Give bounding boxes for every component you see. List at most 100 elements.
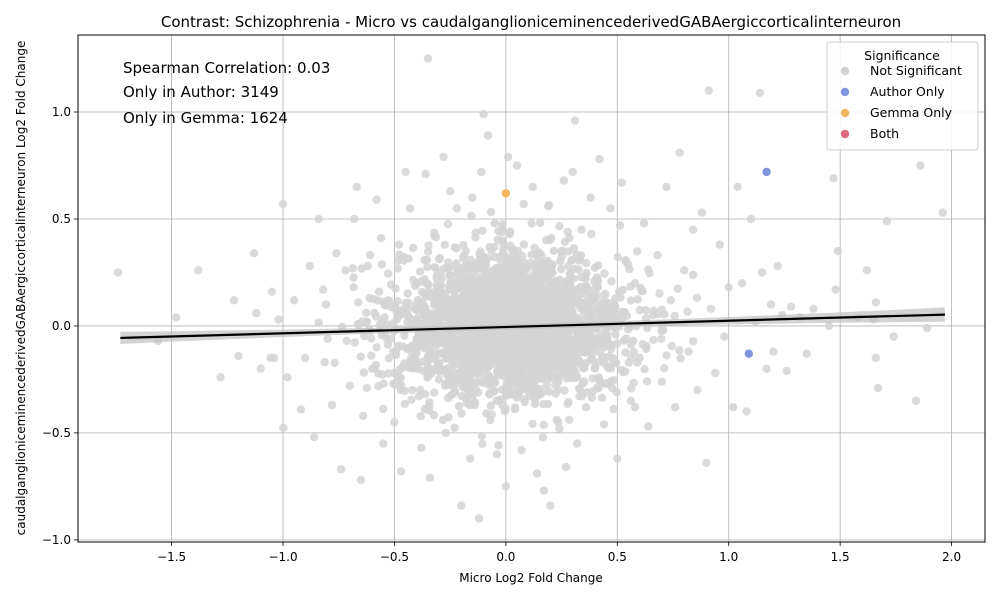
cloud-point <box>588 355 597 364</box>
cloud-point <box>607 277 616 286</box>
not-significant-point <box>332 249 341 258</box>
cloud-point <box>655 289 664 298</box>
cloud-point <box>551 381 560 390</box>
cloud-point <box>510 268 519 277</box>
cloud-point <box>494 441 503 450</box>
not-significant-point <box>113 268 123 277</box>
not-significant-point <box>662 182 671 192</box>
cloud-point <box>582 388 592 397</box>
cloud-point <box>372 343 381 352</box>
cloud-point <box>519 352 528 361</box>
cloud-point <box>626 296 636 305</box>
not-significant-point <box>425 473 435 482</box>
not-significant-point <box>617 178 626 187</box>
cloud-point <box>660 364 669 373</box>
cloud-point <box>593 291 602 300</box>
cloud-point <box>427 292 437 302</box>
not-significant-point <box>539 486 548 495</box>
cloud-point <box>382 320 392 329</box>
cloud-point <box>520 281 530 290</box>
cloud-point <box>472 272 482 282</box>
not-significant-point <box>782 366 791 376</box>
not-significant-point <box>564 261 573 271</box>
not-significant-point <box>430 231 439 241</box>
cloud-point <box>583 298 593 308</box>
not-significant-point <box>706 304 716 313</box>
cloud-point <box>563 348 572 357</box>
not-significant-point <box>363 261 372 271</box>
not-significant-point <box>666 296 675 305</box>
statistics-annotations: Spearman Correlation: 0.03 Only in Autho… <box>123 59 330 127</box>
cloud-point <box>373 296 383 305</box>
not-significant-point <box>675 148 684 157</box>
cloud-point <box>487 271 496 281</box>
cloud-point <box>601 290 610 299</box>
cloud-point <box>419 338 429 347</box>
not-significant-point <box>379 439 388 448</box>
legend-marker <box>840 66 850 76</box>
not-significant-point <box>613 454 622 463</box>
not-significant-point <box>746 214 756 224</box>
cloud-point <box>510 403 520 412</box>
cloud-point <box>500 331 509 340</box>
not-significant-point <box>568 167 577 177</box>
not-significant-point <box>697 208 707 217</box>
cloud-point <box>443 263 453 272</box>
not-significant-point <box>766 300 776 309</box>
not-significant-point <box>590 364 600 373</box>
cloud-point <box>483 360 492 369</box>
not-significant-point <box>711 368 720 378</box>
cloud-point <box>590 263 599 272</box>
cloud-point <box>568 363 577 373</box>
cloud-point <box>499 372 508 381</box>
not-significant-point <box>439 152 448 162</box>
cloud-point <box>466 255 475 264</box>
not-significant-point <box>671 403 680 412</box>
cloud-point <box>495 308 505 317</box>
cloud-point <box>457 293 466 302</box>
not-significant-point <box>512 161 522 170</box>
cloud-point <box>424 241 433 250</box>
not-significant-point <box>269 353 279 363</box>
cloud-point <box>560 386 569 395</box>
cloud-point <box>488 312 498 322</box>
cloud-point <box>547 234 556 243</box>
not-significant-point <box>570 116 580 125</box>
cloud-point <box>575 254 584 264</box>
cloud-point <box>407 363 416 373</box>
not-significant-point <box>639 219 649 228</box>
cloud-point <box>683 307 692 316</box>
cloud-point <box>564 284 573 294</box>
cloud-point <box>464 361 474 370</box>
not-significant-point <box>495 283 504 292</box>
cloud-point <box>630 402 640 412</box>
cloud-point <box>641 306 651 315</box>
cloud-point <box>354 320 363 330</box>
cloud-point <box>412 316 422 325</box>
cloud-point <box>437 313 446 322</box>
not-significant-point <box>555 424 564 433</box>
cloud-point <box>498 401 507 410</box>
cloud-point <box>575 359 585 368</box>
legend-label: Gemma Only <box>870 105 953 120</box>
cloud-point <box>644 265 653 274</box>
not-significant-point <box>829 174 838 183</box>
cloud-point <box>443 219 453 229</box>
cloud-point <box>534 269 543 279</box>
cloud-point <box>458 253 468 263</box>
cloud-point <box>673 284 682 293</box>
cloud-point <box>484 371 494 380</box>
cloud-point <box>538 433 548 442</box>
not-significant-point <box>602 300 611 309</box>
cloud-point <box>558 339 567 349</box>
not-significant-point <box>688 225 698 234</box>
legend-marker <box>840 108 850 118</box>
cloud-point <box>508 336 517 345</box>
cloud-point <box>543 373 552 383</box>
not-significant-point <box>267 287 277 296</box>
cloud-point <box>466 296 476 305</box>
not-significant-point <box>486 415 495 425</box>
not-significant-point <box>786 302 796 311</box>
cloud-point <box>520 383 530 392</box>
cloud-point <box>471 233 480 242</box>
